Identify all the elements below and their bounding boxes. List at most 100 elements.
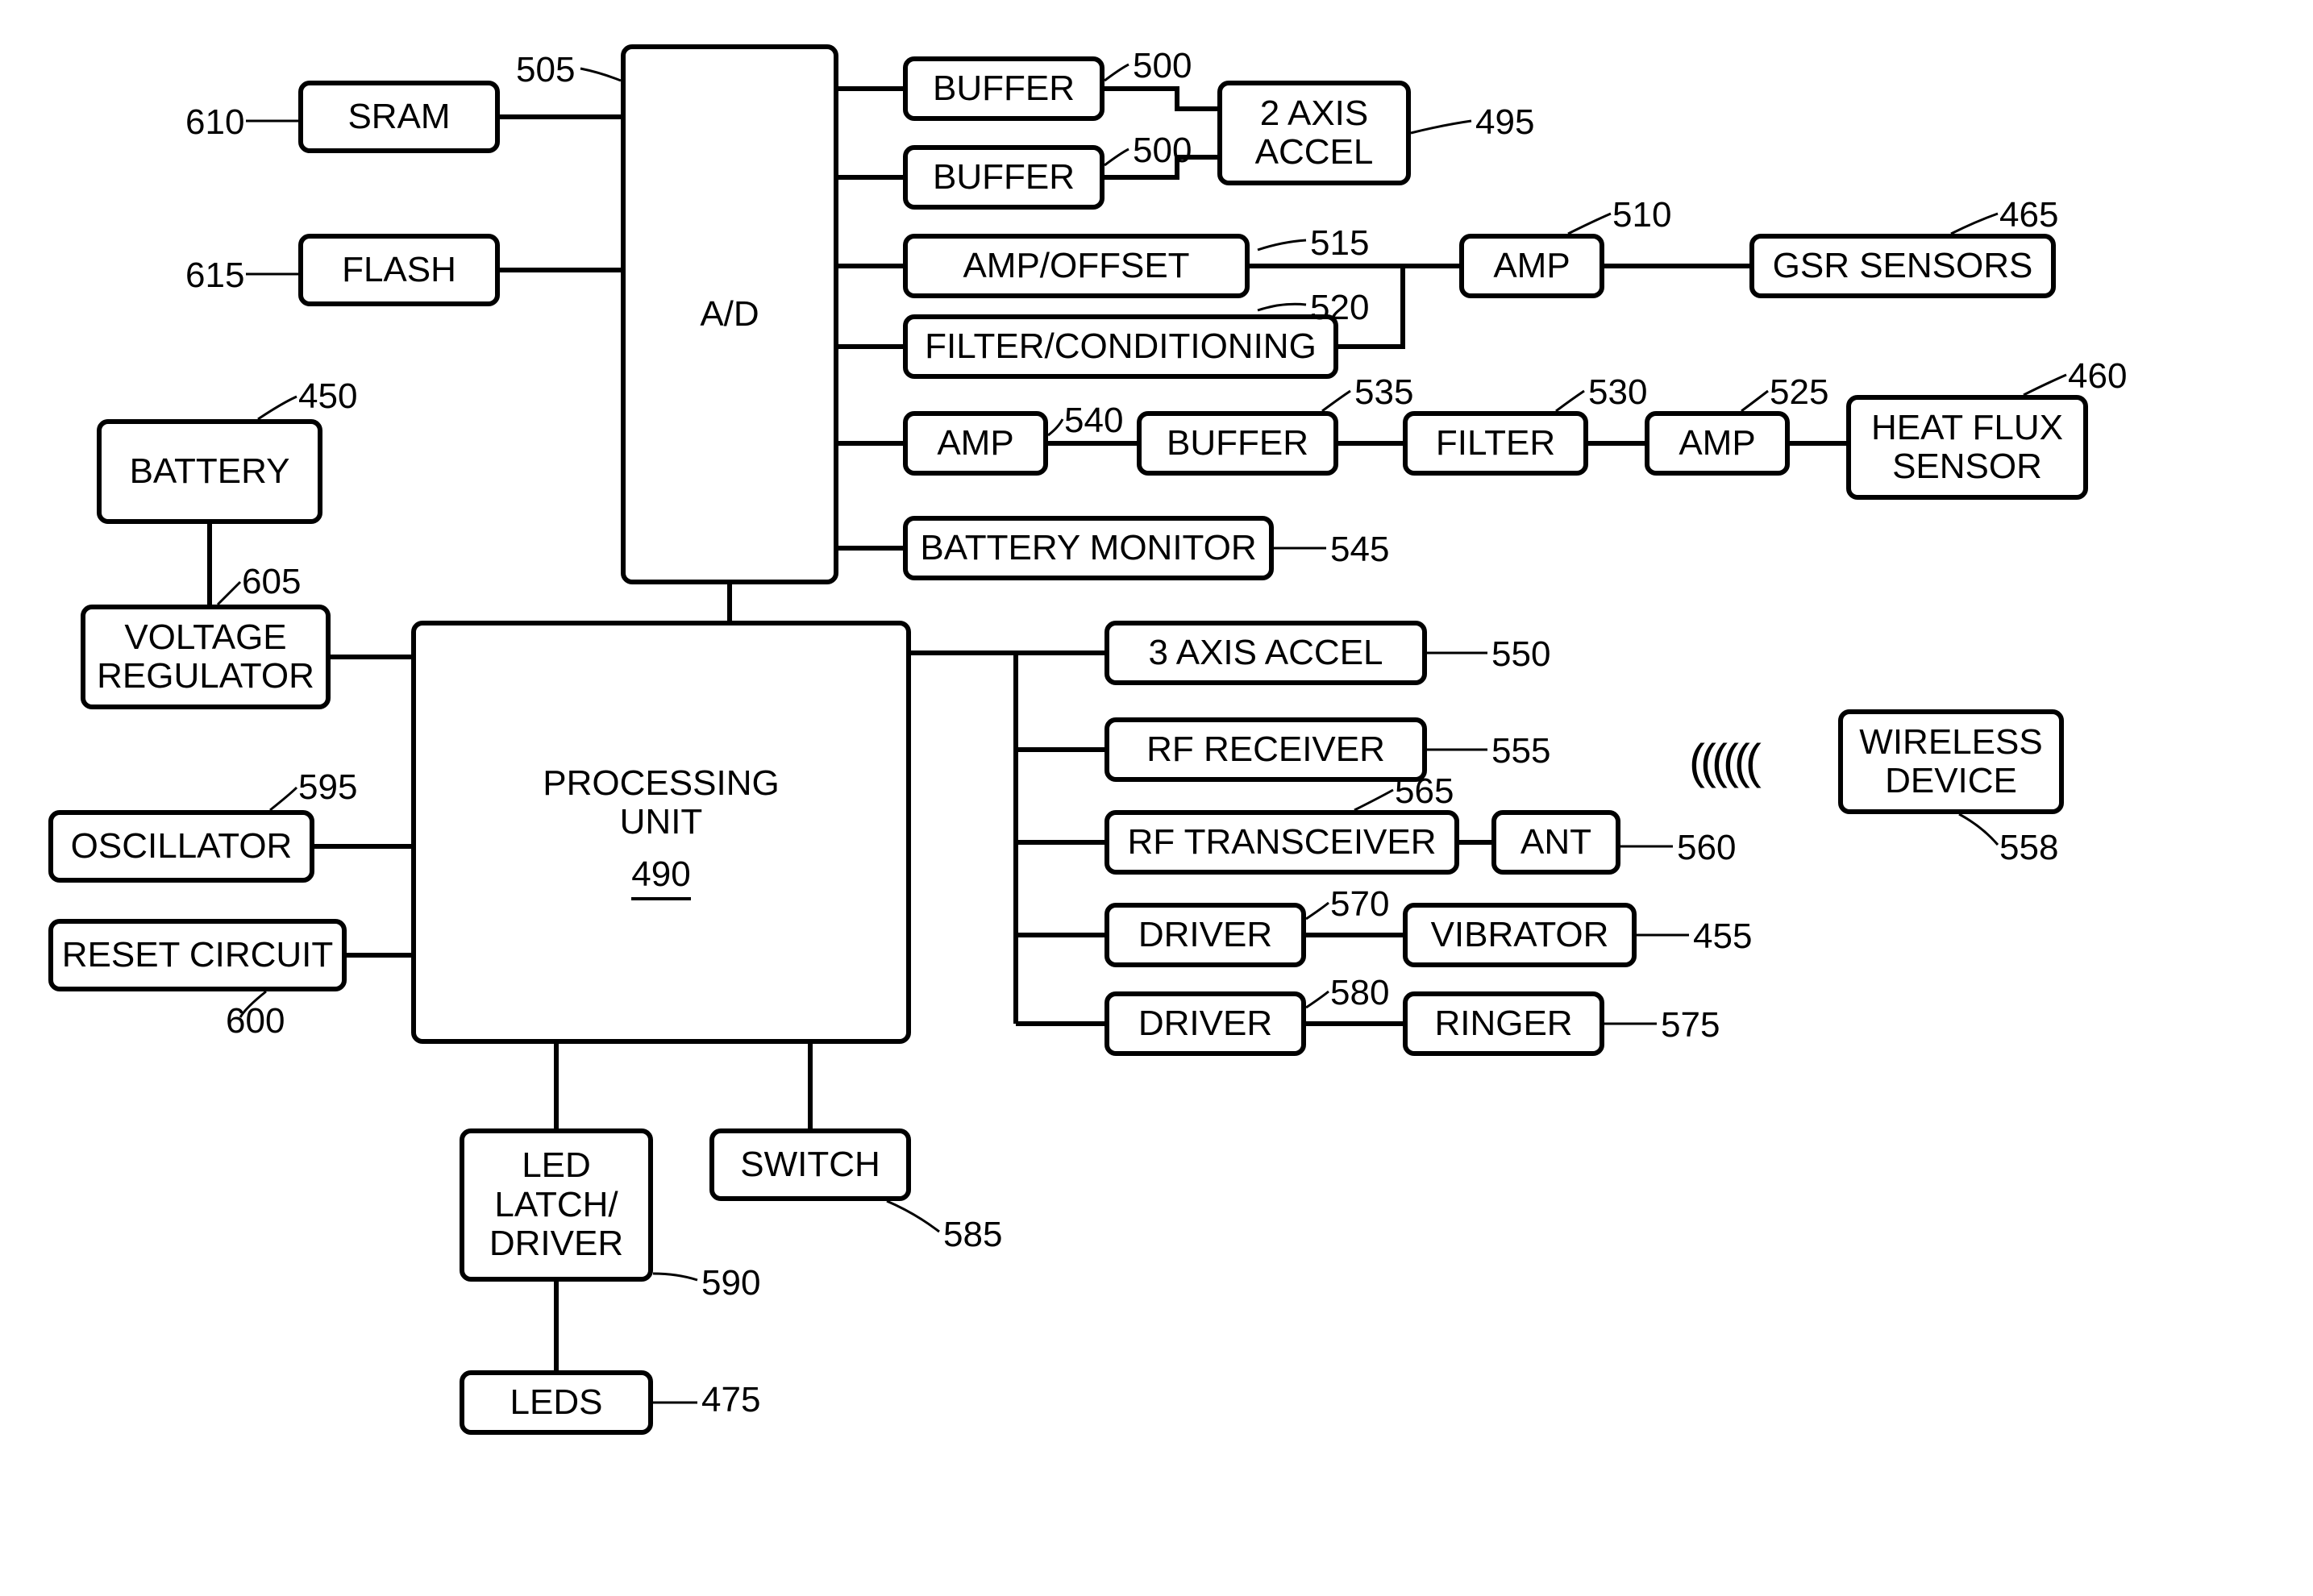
- driver580-box: DRIVER: [1104, 991, 1306, 1056]
- filtcond-box: FILTER/CONDITIONING: [903, 314, 1338, 379]
- ref-565: 565: [1395, 774, 1454, 809]
- block-diagram: SRAM FLASH BATTERY VOLTAGEREGULATOR OSCI…: [0, 0, 2313, 1596]
- ref-495: 495: [1475, 105, 1534, 140]
- amp540-label: AMP: [937, 424, 1013, 463]
- driver570-label: DRIVER: [1138, 916, 1272, 954]
- ref-500b: 500: [1133, 133, 1192, 168]
- oscillator-box: OSCILLATOR: [48, 810, 314, 883]
- ledlatch-label: LEDLATCH/DRIVER: [489, 1146, 623, 1263]
- rfrx-label: RF RECEIVER: [1146, 730, 1385, 769]
- ref-530: 530: [1588, 375, 1647, 410]
- ant-label: ANT: [1521, 823, 1591, 862]
- buffer2-box: BUFFER: [903, 145, 1104, 210]
- gsr-label: GSR SENSORS: [1773, 247, 2033, 285]
- ref-615: 615: [185, 258, 244, 293]
- driver580-label: DRIVER: [1138, 1004, 1272, 1043]
- voltreg-label: VOLTAGEREGULATOR: [97, 618, 314, 696]
- proc-box: PROCESSINGUNIT 490: [411, 621, 911, 1044]
- ref-500a: 500: [1133, 48, 1192, 84]
- ref-520: 520: [1310, 290, 1369, 326]
- ref-525: 525: [1770, 375, 1828, 410]
- amp540-box: AMP: [903, 411, 1048, 476]
- rfrx-box: RF RECEIVER: [1104, 717, 1427, 782]
- driver570-box: DRIVER: [1104, 903, 1306, 967]
- ref-580: 580: [1330, 975, 1389, 1011]
- ref-600: 600: [226, 1004, 285, 1039]
- amp-gsr-label: AMP: [1493, 247, 1570, 285]
- leds-box: LEDS: [460, 1370, 653, 1435]
- ref-595: 595: [298, 770, 357, 805]
- flash-label: FLASH: [342, 251, 456, 289]
- accel2-box: 2 AXISACCEL: [1217, 81, 1411, 185]
- ref-505: 505: [516, 52, 575, 88]
- switch-label: SWITCH: [740, 1145, 880, 1184]
- vibrator-box: VIBRATOR: [1403, 903, 1637, 967]
- battery-box: BATTERY: [97, 419, 322, 524]
- sram-box: SRAM: [298, 81, 500, 153]
- buffer1-box: BUFFER: [903, 56, 1104, 121]
- vibrator-label: VIBRATOR: [1431, 916, 1609, 954]
- ref-555: 555: [1491, 734, 1550, 769]
- ref-590: 590: [701, 1266, 760, 1301]
- battmon-label: BATTERY MONITOR: [920, 529, 1256, 567]
- ref-535: 535: [1354, 375, 1413, 410]
- buffer535-box: BUFFER: [1137, 411, 1338, 476]
- ampoff-box: AMP/OFFSET: [903, 234, 1250, 298]
- ringer-label: RINGER: [1434, 1004, 1572, 1043]
- ref-575: 575: [1661, 1008, 1720, 1043]
- sram-label: SRAM: [347, 98, 450, 136]
- filtcond-label: FILTER/CONDITIONING: [925, 327, 1317, 366]
- ref-550: 550: [1491, 637, 1550, 672]
- ref-610: 610: [185, 105, 244, 140]
- wireless-box: WIRELESSDEVICE: [1838, 709, 2064, 814]
- ref-605: 605: [242, 564, 301, 600]
- ref-510: 510: [1612, 197, 1671, 233]
- filter530-box: FILTER: [1403, 411, 1588, 476]
- leds-label: LEDS: [510, 1383, 603, 1422]
- ant-box: ANT: [1491, 810, 1620, 875]
- amp-gsr-box: AMP: [1459, 234, 1604, 298]
- amp525-box: AMP: [1645, 411, 1790, 476]
- ref-545: 545: [1330, 532, 1389, 567]
- accel3-box: 3 AXIS ACCEL: [1104, 621, 1427, 685]
- ref-515: 515: [1310, 226, 1369, 261]
- rftx-label: RF TRANSCEIVER: [1127, 823, 1436, 862]
- flash-box: FLASH: [298, 234, 500, 306]
- proc-label: PROCESSINGUNIT: [543, 764, 779, 842]
- ref-560: 560: [1677, 830, 1736, 866]
- heatflux-box: HEAT FLUXSENSOR: [1846, 395, 2088, 500]
- oscillator-label: OSCILLATOR: [71, 827, 293, 866]
- reset-box: RESET CIRCUIT: [48, 919, 347, 991]
- adc-label: A/D: [700, 295, 759, 334]
- radio-waves-icon: ((((((: [1689, 734, 1757, 789]
- ref-475: 475: [701, 1382, 760, 1418]
- buffer1-label: BUFFER: [933, 69, 1075, 108]
- wireless-label: WIRELESSDEVICE: [1859, 723, 2042, 801]
- battmon-box: BATTERY MONITOR: [903, 516, 1274, 580]
- ref-558: 558: [1999, 830, 2058, 866]
- accel2-label: 2 AXISACCEL: [1255, 94, 1374, 172]
- switch-box: SWITCH: [709, 1128, 911, 1201]
- ref-450: 450: [298, 379, 357, 414]
- accel3-label: 3 AXIS ACCEL: [1148, 634, 1383, 672]
- ref-570: 570: [1330, 887, 1389, 922]
- heatflux-label: HEAT FLUXSENSOR: [1871, 409, 2063, 487]
- buffer535-label: BUFFER: [1167, 424, 1308, 463]
- reset-label: RESET CIRCUIT: [62, 936, 334, 975]
- filter530-label: FILTER: [1436, 424, 1555, 463]
- adc-box: A/D: [621, 44, 838, 584]
- rftx-box: RF TRANSCEIVER: [1104, 810, 1459, 875]
- ledlatch-box: LEDLATCH/DRIVER: [460, 1128, 653, 1282]
- ampoff-label: AMP/OFFSET: [963, 247, 1189, 285]
- proc-ref: 490: [631, 855, 690, 900]
- ref-585: 585: [943, 1217, 1002, 1253]
- ref-455: 455: [1693, 919, 1752, 954]
- battery-label: BATTERY: [130, 452, 290, 491]
- ref-465: 465: [1999, 197, 2058, 233]
- voltreg-box: VOLTAGEREGULATOR: [81, 605, 331, 709]
- ref-540: 540: [1064, 403, 1123, 438]
- gsr-box: GSR SENSORS: [1749, 234, 2056, 298]
- ringer-box: RINGER: [1403, 991, 1604, 1056]
- ref-460: 460: [2068, 359, 2127, 394]
- buffer2-label: BUFFER: [933, 158, 1075, 197]
